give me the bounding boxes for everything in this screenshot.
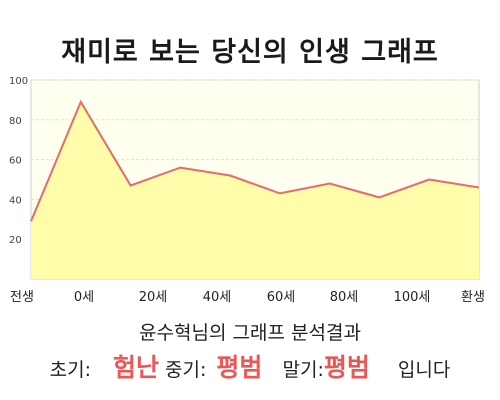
x-tick-label: 60세 xyxy=(267,290,296,305)
x-tick-label: 0세 xyxy=(74,290,94,305)
x-tick-label: 100세 xyxy=(394,290,431,305)
early-label: 초기: xyxy=(49,359,91,381)
life-line xyxy=(30,99,480,222)
mid-label: 중기: xyxy=(165,359,207,381)
y-tick-label: 60 xyxy=(9,156,22,167)
analysis-title: 윤수혁님의 그래프 분석결과 xyxy=(139,322,361,344)
early-value: 험난 xyxy=(112,353,159,382)
y-tick-label: 40 xyxy=(9,195,22,206)
y-tick-label: 80 xyxy=(9,116,22,127)
life-area-fill xyxy=(31,101,479,280)
y-tick-label: 100 xyxy=(9,76,28,87)
x-tick-label: 40세 xyxy=(203,290,232,305)
life-graph-chart: 20 40 60 80 100 전생 0세 20세 40세 60세 80세 100세 환생 xyxy=(9,76,485,305)
late-value: 평범 xyxy=(323,353,370,382)
late-label: 말기: xyxy=(282,359,324,381)
y-tick-label: 20 xyxy=(9,235,22,246)
y-axis-ticks: 20 40 60 80 100 xyxy=(9,76,28,246)
analysis-result: 초기: 험난 중기: 평범 말기:평범 입니다 xyxy=(0,348,500,384)
ending-text: 입니다 xyxy=(397,359,451,381)
x-axis-ticks: 전생 0세 20세 40세 60세 80세 100세 환생 xyxy=(10,290,485,305)
x-tick-label: 20세 xyxy=(139,290,168,305)
x-tick-label: 전생 xyxy=(10,290,34,305)
chart-title: 재미로 보는 당신의 인생 그래프 xyxy=(61,37,439,68)
x-tick-label: 환생 xyxy=(461,290,485,305)
mid-value: 평범 xyxy=(216,353,263,382)
x-tick-label: 80세 xyxy=(330,290,359,305)
